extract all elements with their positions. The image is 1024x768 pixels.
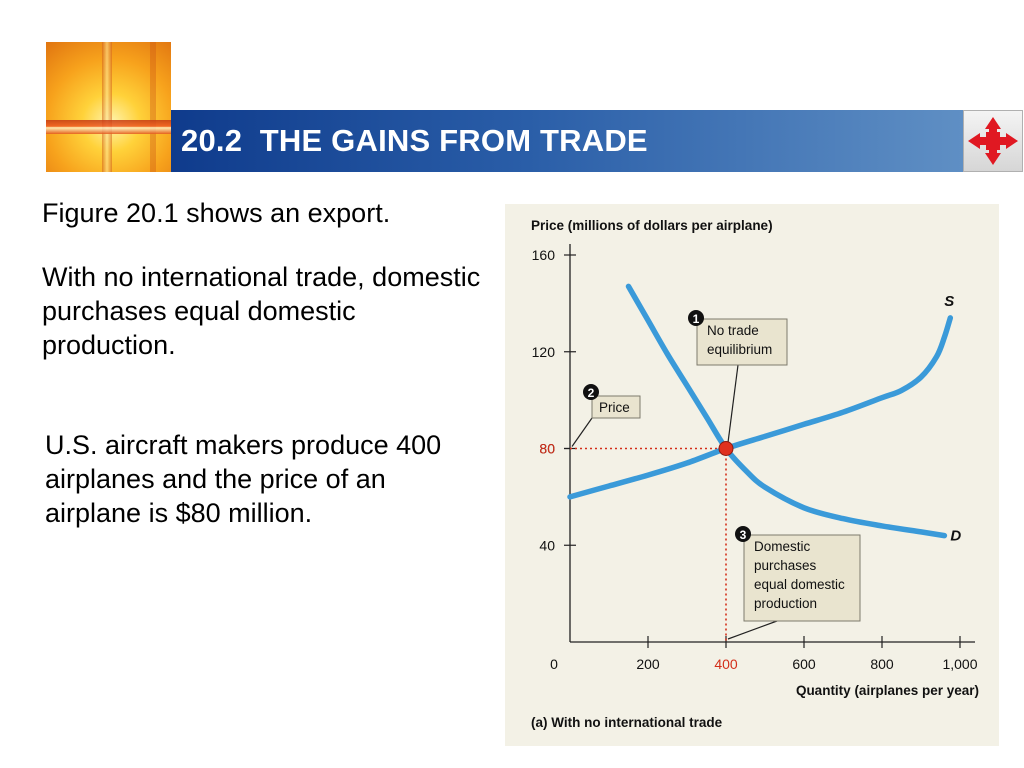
y-tick-label: 160 [532,247,556,263]
sunburst-logo-icon [46,42,171,172]
callout-1-leader [727,364,739,443]
supply-curve-label: S [944,293,954,310]
x-tick-label: 200 [636,656,660,672]
x-axis-label: Quantity (airplanes per year) [796,683,979,698]
callout-2-box [591,395,641,419]
paragraph-aircraft-makers: U.S. aircraft makers produce 400 airplan… [45,430,442,528]
callout-2-text: Price [599,400,630,415]
four-way-arrow-icon [968,117,1018,165]
x-tick-label-equilibrium: 400 [714,656,738,672]
callout-3-number: 3 [740,528,747,542]
x-tick-label: 1,000 [942,656,977,672]
callout-3-text: Domestic purchases equal domestic produc… [754,539,849,611]
x-tick-label: 800 [870,656,894,672]
callout-2-number: 2 [588,386,595,400]
x-tick-label: 600 [792,656,816,672]
chart-caption: (a) With no international trade [531,715,723,730]
callout-1-badge [688,310,704,326]
callout-1: No trade equilibrium 1 [688,310,788,366]
callout-3-badge [735,526,751,542]
callout-2-badge [583,384,599,400]
y-axis-label: Price (millions of dollars per airplane) [531,218,773,233]
callout-3-leader [727,620,778,640]
callout-2-leader [571,417,593,447]
y-tick-label: 40 [539,537,555,553]
callout-1-box [696,318,788,366]
navigation-button[interactable] [963,110,1023,172]
x-ticks: 0 200 400 600 800 1,000 [550,636,978,672]
supply-curve [567,315,954,500]
title-bar: 20.2 THE GAINS FROM TRADE [171,110,963,172]
logo-ray-vertical-secondary [150,42,156,172]
callout-1-number: 1 [693,312,700,326]
chart-panel: Price (millions of dollars per airplane)… [505,204,999,746]
x-tick-label: 0 [550,656,558,672]
supply-demand-chart: Price (millions of dollars per airplane)… [531,218,979,730]
demand-curve-label: D [950,528,961,545]
equilibrium-point [718,441,734,456]
slide-title: 20.2 THE GAINS FROM TRADE [181,123,648,158]
y-tick-label: 120 [532,344,556,360]
paragraph-figure-intro: Figure 20.1 shows an export. [42,198,391,228]
y-tick-label-equilibrium: 80 [539,441,555,457]
callout-1-text: No trade equilibrium [707,323,772,357]
y-tick-label: 80 [539,441,555,457]
logo-ray-vertical [102,42,112,172]
logo-ray-horizontal [46,120,171,134]
paragraph-no-trade: With no international trade, domestic pu… [42,262,481,360]
callout-3: Domestic purchases equal domestic produc… [735,526,861,622]
callout-3-box [743,534,861,622]
callout-2: Price 2 [583,384,641,419]
demand-curve [625,283,948,539]
